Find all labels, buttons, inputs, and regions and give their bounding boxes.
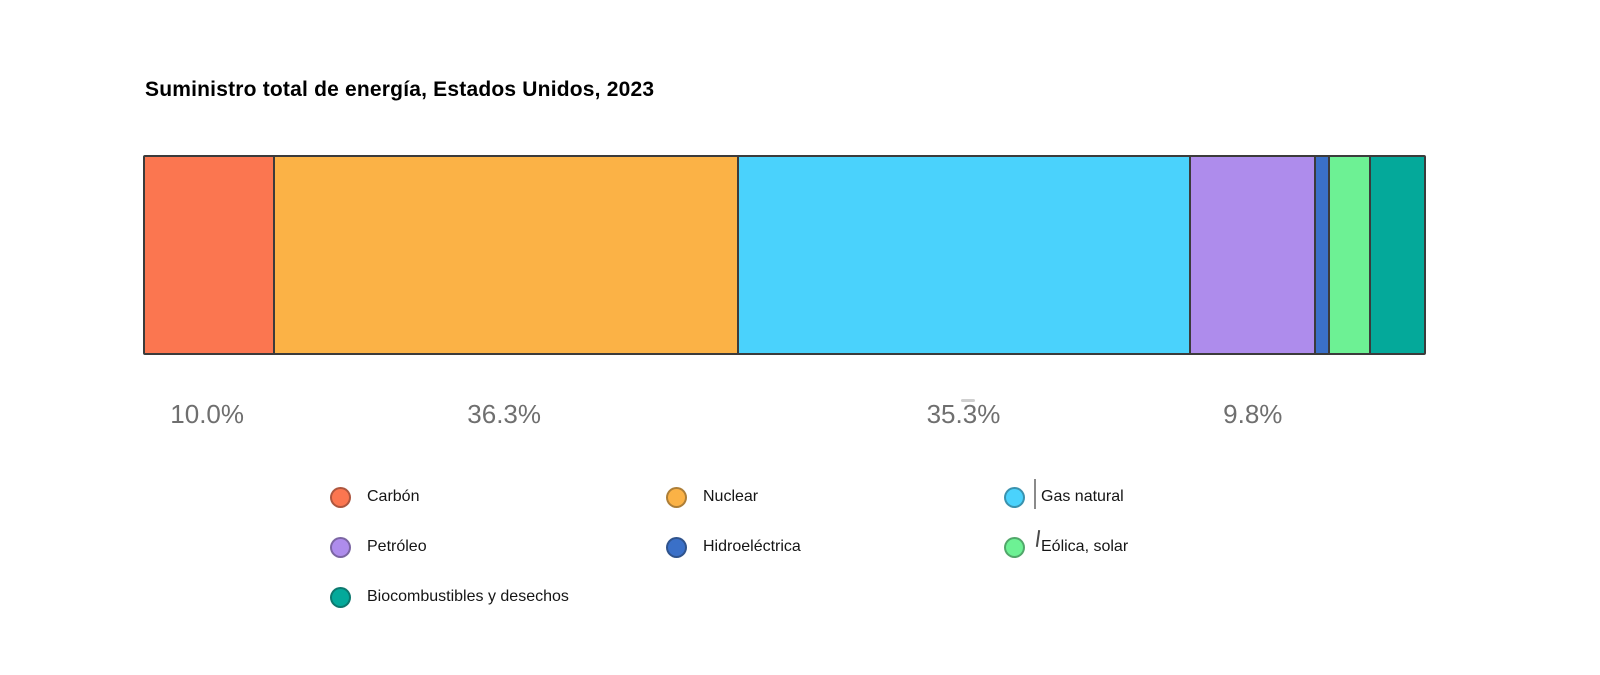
legend-dot-icon [1004, 486, 1025, 508]
legend-label: Gas natural [1041, 488, 1124, 505]
legend-item-biocombustibles-y-desechos: Biocombustibles y desechos [330, 586, 569, 608]
bar-segment-gas-natural [737, 157, 1189, 353]
bar-segment-eolica-solar [1328, 157, 1369, 353]
legend-label: Eólica, solar [1041, 538, 1129, 555]
bar-segment-hidroelectrica [1313, 157, 1329, 353]
legend-item-eolica-solar: Eólica, solar [1004, 536, 1128, 558]
legend-dot-icon [666, 536, 687, 558]
bar-segment-nuclear [272, 157, 738, 353]
bar-segment-carbon [145, 157, 273, 353]
percent-label-gas-natural: 35.3% [926, 399, 1001, 429]
legend-dot-icon [330, 536, 351, 558]
legend-item-hidroelectrica: Hidroeléctrica [666, 536, 801, 558]
legend-dot-icon [1004, 536, 1025, 558]
percent-label-carbon: 10.0% [170, 399, 245, 429]
legend-item-gas-natural: Gas natural [1004, 486, 1124, 508]
legend-label: Nuclear [703, 488, 759, 505]
legend-label: Hidroeléctrica [703, 538, 801, 555]
legend-item-petroleo: Petróleo [330, 536, 427, 558]
bar-segment-biocombustibles-y-desechos [1368, 157, 1424, 353]
legend-item-carbon: Carbón [330, 486, 419, 508]
chart-title: Suministro total de energía, Estados Uni… [145, 78, 655, 101]
legend-dot-icon [330, 486, 351, 508]
legend-item-nuclear: Nuclear [666, 486, 758, 508]
percent-label-nuclear: 36.3% [467, 399, 542, 429]
smudge-artifact [961, 399, 975, 402]
stacked-bar [143, 155, 1426, 355]
bar-segment-petroleo [1188, 157, 1314, 353]
legend-dot-icon [330, 586, 351, 608]
percent-label-petroleo: 9.8% [1223, 399, 1283, 429]
text-cursor-artifact [1034, 479, 1036, 509]
legend-label: Biocombustibles y desechos [367, 588, 569, 605]
legend-dot-icon [666, 486, 687, 508]
legend-label: Petróleo [367, 538, 427, 555]
legend-label: Carbón [367, 488, 420, 505]
